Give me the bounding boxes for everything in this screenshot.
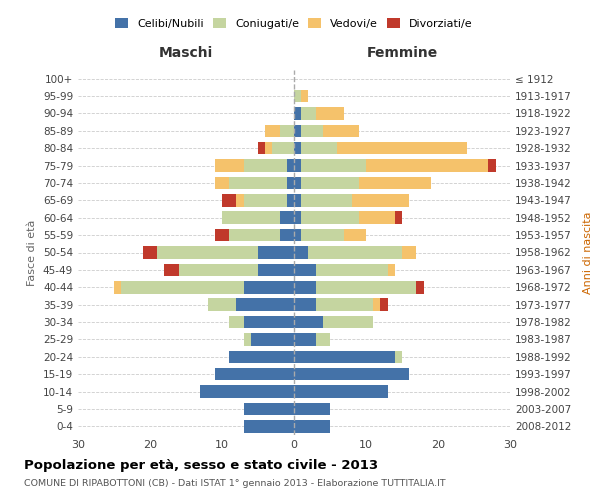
Bar [366,160,488,172]
Bar [294,124,301,137]
Bar [244,316,294,328]
Bar [344,229,366,241]
Text: Maschi: Maschi [159,46,213,60]
Bar [352,194,409,206]
Bar [236,194,244,206]
Bar [258,264,294,276]
Bar [294,142,301,154]
Bar [222,212,280,224]
Bar [244,420,294,432]
Bar [294,316,323,328]
Bar [143,246,157,259]
Bar [488,160,496,172]
Bar [114,281,121,293]
Bar [258,142,265,154]
Bar [229,229,280,241]
Bar [294,229,301,241]
Bar [244,402,294,415]
Bar [287,160,294,172]
Bar [287,176,294,189]
Bar [244,333,251,345]
Bar [301,160,366,172]
Bar [294,386,388,398]
Bar [215,160,244,172]
Bar [316,107,344,120]
Bar [287,194,294,206]
Bar [308,246,402,259]
Bar [244,160,287,172]
Bar [200,386,294,398]
Text: COMUNE DI RIPABOTTONI (CB) - Dati ISTAT 1° gennaio 2013 - Elaborazione TUTTITALI: COMUNE DI RIPABOTTONI (CB) - Dati ISTAT … [24,480,446,488]
Bar [215,229,229,241]
Bar [265,142,272,154]
Bar [316,264,388,276]
Bar [294,176,301,189]
Bar [244,194,287,206]
Bar [323,124,359,137]
Y-axis label: Fasce di età: Fasce di età [28,220,37,286]
Bar [395,350,402,363]
Y-axis label: Anni di nascita: Anni di nascita [583,211,593,294]
Bar [380,298,388,311]
Bar [301,142,337,154]
Bar [294,194,301,206]
Bar [301,107,316,120]
Bar [301,90,308,102]
Bar [215,176,229,189]
Bar [294,368,409,380]
Bar [251,333,294,345]
Bar [294,246,308,259]
Text: Popolazione per età, sesso e stato civile - 2013: Popolazione per età, sesso e stato civil… [24,460,378,472]
Bar [294,90,301,102]
Bar [316,298,373,311]
Bar [294,350,395,363]
Bar [301,194,352,206]
Bar [294,107,301,120]
Bar [179,264,258,276]
Bar [301,124,323,137]
Bar [280,212,294,224]
Bar [208,298,236,311]
Bar [294,160,301,172]
Bar [244,281,294,293]
Bar [157,246,258,259]
Bar [316,281,416,293]
Bar [265,124,280,137]
Bar [294,281,316,293]
Bar [229,176,287,189]
Text: Femmine: Femmine [367,46,437,60]
Bar [294,298,316,311]
Bar [272,142,294,154]
Bar [359,212,395,224]
Bar [121,281,244,293]
Bar [294,264,316,276]
Bar [388,264,395,276]
Bar [294,420,330,432]
Bar [222,194,236,206]
Bar [258,246,294,259]
Bar [215,368,294,380]
Bar [402,246,416,259]
Bar [301,176,359,189]
Bar [294,402,330,415]
Bar [280,229,294,241]
Bar [236,298,294,311]
Bar [280,124,294,137]
Legend: Celibi/Nubili, Coniugati/e, Vedovi/e, Divorziati/e: Celibi/Nubili, Coniugati/e, Vedovi/e, Di… [111,14,477,33]
Bar [323,316,373,328]
Bar [301,212,359,224]
Bar [337,142,467,154]
Bar [229,350,294,363]
Bar [395,212,402,224]
Bar [229,316,244,328]
Bar [416,281,424,293]
Bar [316,333,330,345]
Bar [294,212,301,224]
Bar [301,229,344,241]
Bar [359,176,431,189]
Bar [373,298,380,311]
Bar [164,264,179,276]
Bar [294,333,316,345]
